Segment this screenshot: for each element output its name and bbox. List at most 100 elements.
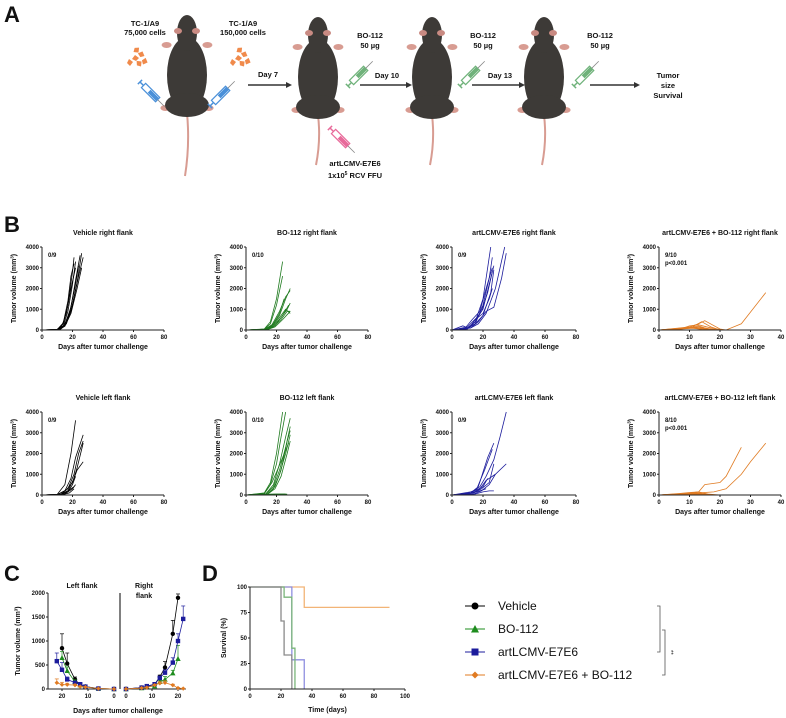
tumor-cell: [127, 59, 133, 66]
y-tick-label: 0: [240, 493, 244, 499]
mouse-paw: [559, 44, 570, 50]
x-tick-label: 10: [85, 694, 92, 700]
survival-curve: [250, 586, 293, 689]
chart-title: Vehicle right flank: [73, 230, 133, 237]
response-annotation: 0/9: [48, 418, 57, 424]
y-tick-label: 2000: [26, 452, 40, 458]
y-tick-label: 0: [244, 687, 248, 693]
tumor-growth-line: [41, 255, 81, 331]
x-tick-label: 40: [304, 500, 311, 506]
y-tick-label: 500: [35, 663, 46, 669]
x-tick-label: 20: [175, 694, 182, 700]
arrow-head-icon: [519, 82, 525, 88]
mouse-icon: [160, 15, 214, 177]
response-annotation: 0/10: [252, 418, 264, 424]
inoculation-left-line1: TC-1/A9: [131, 19, 159, 28]
diamond-marker: [59, 682, 65, 687]
x-axis-label: Days after tumor challenge: [58, 344, 148, 351]
segment-label-right-line2: flank: [136, 593, 152, 600]
bo112-dose-3-line1: BO-112: [587, 31, 613, 40]
syringe-icon: [137, 79, 166, 108]
legend-item: BO-112: [465, 622, 539, 636]
y-tick-label: 1000: [643, 307, 657, 313]
mean-line: [125, 618, 184, 690]
y-tick-label: 1000: [643, 472, 657, 478]
y-axis-label: Tumor volume (mm3): [420, 254, 429, 323]
x-tick-label: 60: [334, 335, 341, 341]
x-tick-label: 80: [573, 500, 580, 506]
segment-label-left: Left flank: [66, 583, 97, 590]
x-tick-label: 10: [686, 500, 693, 506]
tumor-growth-line: [451, 442, 495, 496]
syringe-fluid: [581, 66, 594, 79]
square-marker: [157, 675, 162, 681]
x-axis-label: Days after tumor challenge: [469, 509, 559, 516]
y-axis-label: Tumor volume (mm3): [420, 419, 429, 488]
y-tick-label: 1000: [32, 639, 46, 645]
square-marker: [65, 677, 70, 682]
x-tick-label: 0: [450, 500, 454, 506]
response-annotation: 0/10: [252, 253, 264, 259]
x-tick-label: 80: [371, 694, 378, 700]
tumor-growth-line: [451, 449, 493, 496]
syringe-fluid: [337, 135, 350, 148]
triangle-marker: [471, 625, 479, 633]
x-tick-label: 60: [130, 335, 137, 341]
tumor-growth-line: [451, 265, 495, 331]
response-annotation: 8/10: [665, 418, 677, 424]
triangle-marker: [175, 656, 181, 661]
y-tick-label: 0: [446, 493, 450, 499]
y-tick-label: 50: [240, 636, 247, 642]
syringe-plunger-cap: [457, 83, 463, 89]
triangle-marker: [170, 670, 176, 676]
mouse-ear: [323, 30, 331, 36]
diamond-marker: [65, 682, 70, 687]
x-tick-label: 40: [100, 335, 107, 341]
y-tick-label: 2000: [230, 287, 244, 293]
x-tick-label: 20: [69, 500, 76, 506]
syringe-plunger: [573, 81, 579, 87]
mouse-head: [422, 17, 442, 53]
tumor-growth-line: [245, 411, 283, 496]
tumor-growth-line: [41, 434, 84, 496]
x-tick-label: 60: [542, 335, 549, 341]
diamond-marker: [162, 680, 168, 685]
y-tick-label: 1000: [26, 472, 40, 478]
legend-label: Vehicle: [498, 599, 537, 613]
y-tick-label: 0: [36, 328, 40, 334]
tumor-cell: [136, 60, 142, 67]
y-tick-label: 2000: [643, 452, 657, 458]
x-tick-label: 80: [573, 335, 580, 341]
tumor-growth-line: [41, 267, 83, 331]
y-axis-label: Survival (%): [221, 618, 228, 658]
syringe-plunger-cap: [137, 79, 143, 85]
y-tick-label: 1000: [436, 307, 450, 313]
syringe-fluid: [147, 89, 160, 102]
mouse-ear: [419, 30, 427, 36]
x-axis-label: Time (days): [308, 707, 347, 714]
circle-marker: [175, 595, 181, 600]
mouse-paw: [518, 44, 529, 50]
readout-line3: Survival: [653, 91, 682, 100]
syringe-plunger-cap: [327, 125, 333, 131]
syringe-plunger-cap: [345, 83, 351, 89]
tumor-growth-line: [451, 478, 488, 496]
response-annotation: 9/10: [665, 253, 677, 259]
circle-marker: [170, 631, 175, 636]
mouse-ear: [437, 30, 445, 36]
x-tick-label: 0: [40, 500, 44, 506]
tumor-growth-line: [245, 288, 291, 331]
spaghetti-plot: BO-112 right flank 0 1000 2000 3000 4000 0 20 40…: [214, 230, 372, 351]
x-axis-label: Days after tumor challenge: [262, 344, 352, 351]
mouse-hips: [296, 95, 340, 119]
mouse-paw: [292, 44, 303, 50]
tumor-cell: [230, 59, 236, 66]
spaghetti-plot: artLCMV-E7E6 + BO-112 left flank01000200…: [627, 395, 785, 516]
syringe-plunger: [209, 101, 215, 107]
syringe-icon: [345, 60, 374, 89]
square-marker: [471, 648, 479, 656]
x-axis-label: Days after tumor challenge: [58, 509, 148, 516]
x-tick-label: 60: [542, 500, 549, 506]
x-tick-label: 0: [657, 335, 661, 341]
mouse-body: [167, 37, 207, 113]
